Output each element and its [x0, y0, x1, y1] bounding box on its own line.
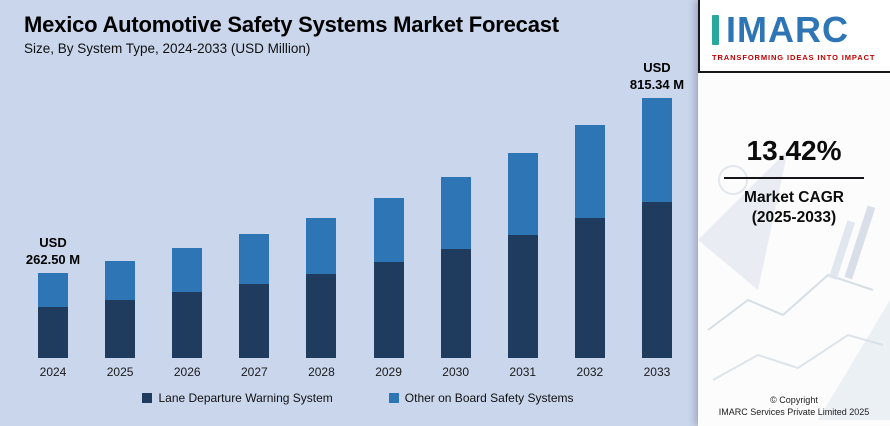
logo-tagline: TRANSFORMING IDEAS INTO IMPACT — [712, 53, 876, 62]
bar-segment — [37, 273, 68, 307]
bar-value-annotation-2024: USD 262.50 M — [25, 235, 81, 268]
bar-column-2027: 2027 — [225, 60, 283, 379]
logo-accent-bar-icon — [712, 15, 719, 45]
bar-segment — [37, 307, 68, 358]
bar-column-2025: 2025 — [91, 60, 149, 379]
bar-column-2030: 2030 — [427, 60, 485, 379]
copyright-line-2: IMARC Services Private Limited 2025 — [718, 407, 870, 418]
legend-item-other-on-board-safety-systems: Other on Board Safety Systems — [388, 391, 574, 405]
info-panel: IMARC TRANSFORMING IDEAS INTO IMPACT 13.… — [698, 0, 890, 426]
bar-segment — [105, 300, 136, 358]
bar-column-2033: USD 815.34 M 2033 — [628, 60, 686, 379]
imarc-logo: IMARC — [712, 12, 880, 48]
bar-segment — [574, 125, 605, 218]
copyright-line-1: © Copyright — [770, 394, 818, 405]
bar-segment — [172, 248, 203, 292]
bar-segment — [172, 292, 203, 358]
x-axis-label-2032: 2032 — [576, 365, 604, 379]
bar-column-2028: 2028 — [292, 60, 350, 379]
legend: Lane Departure Warning System Other on B… — [24, 391, 692, 405]
legend-label: Other on Board Safety Systems — [404, 391, 574, 405]
bar-segment — [373, 262, 404, 358]
cagr-value: 13.42% — [746, 135, 842, 166]
chart-title: Mexico Automotive Safety Systems Market … — [24, 12, 559, 37]
bar-segment — [641, 97, 672, 203]
cagr-range: (2025-2033) — [751, 209, 837, 226]
legend-swatch-medium-blue — [388, 393, 399, 403]
bar-segment — [507, 235, 538, 358]
bar-segment — [105, 261, 136, 300]
x-axis-label-2024: 2024 — [39, 365, 67, 379]
bar-segment — [440, 177, 471, 249]
legend-swatch-dark-blue — [142, 393, 153, 403]
bar-column-2029: 2029 — [360, 60, 418, 379]
x-axis-label-2029: 2029 — [375, 365, 402, 379]
bar-value-annotation-2033: USD 815.34 M — [629, 60, 685, 92]
decorative-chart-art — [698, 150, 890, 420]
stacked-bar-plot: USD 262.50 M 2024 2025 2026 2027 2028 2029 2030 2… — [24, 60, 692, 379]
bar-segment — [440, 249, 471, 358]
chart-subtitle: Size, By System Type, 2024-2033 (USD Mil… — [24, 41, 311, 56]
bar-column-2024: USD 262.50 M 2024 — [24, 60, 82, 379]
cagr-divider — [724, 177, 864, 179]
x-axis-label-2033: 2033 — [643, 365, 671, 379]
cagr-block: 13.42% Market CAGR (2025-2033) — [698, 135, 890, 227]
bar-column-2032: 2032 — [561, 60, 619, 379]
imarc-logo-block: IMARC TRANSFORMING IDEAS INTO IMPACT — [698, 0, 890, 73]
legend-label: Lane Departure Warning System — [158, 391, 333, 405]
bar-column-2031: 2031 — [494, 60, 552, 379]
legend-item-lane-departure-warning-system: Lane Departure Warning System — [142, 391, 333, 405]
bar-segment — [239, 284, 270, 358]
bar-segment — [373, 198, 404, 262]
x-axis-label-2027: 2027 — [240, 365, 268, 379]
chart-area: Mexico Automotive Safety Systems Market … — [24, 12, 692, 405]
bar-segment — [306, 274, 337, 358]
logo-wordmark: IMARC — [726, 9, 849, 50]
bar-segment — [306, 218, 337, 274]
bar-segment — [239, 234, 270, 284]
copyright-notice: © Copyright IMARC Services Private Limit… — [698, 394, 890, 419]
bar-segment — [574, 218, 605, 358]
x-axis-label-2025: 2025 — [106, 365, 134, 379]
bar-segment — [507, 153, 538, 235]
x-axis-label-2031: 2031 — [509, 365, 537, 379]
x-axis-label-2030: 2030 — [442, 365, 469, 379]
x-axis-label-2028: 2028 — [308, 365, 335, 379]
bar-segment — [641, 202, 672, 358]
bar-column-2026: 2026 — [158, 60, 216, 379]
cagr-label: Market CAGR — [744, 189, 844, 206]
x-axis-label-2026: 2026 — [173, 365, 201, 379]
